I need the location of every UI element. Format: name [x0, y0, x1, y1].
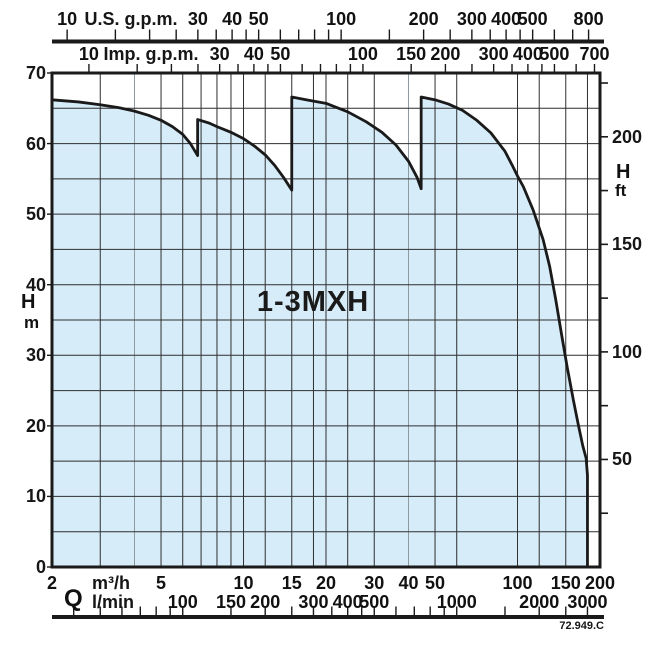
imp-gpm-tick-label: 400 [512, 44, 543, 64]
flow-axis-symbol: Q [64, 585, 83, 612]
flow-m3h-tick-label: 5 [156, 573, 167, 593]
flow-m3h-tick-label: 200 [584, 573, 616, 593]
flow-lmin-tick-label: 3000 [567, 592, 608, 612]
flow-lmin-tick-label: 150 [215, 592, 246, 612]
us-gpm-tick-label: 40 [222, 9, 243, 29]
us-gpm-tick-label: 30 [187, 9, 208, 29]
envelope-curve [50, 95, 589, 569]
us-gpm-scale-bar [52, 39, 604, 44]
head-m-tick-label: 70 [25, 63, 46, 83]
pump-range-label: 1-3MXH [256, 286, 370, 318]
flow-lmin-tick-label: 1000 [436, 592, 477, 612]
head-axis-unit-meters: m [24, 313, 40, 332]
imp-gpm-tick-label: 150 [396, 44, 427, 64]
flow-lmin-tick-label: 2000 [519, 592, 560, 612]
imp-gpm-tick-label: 300 [478, 44, 509, 64]
imp-gpm-axis-label: Imp. g.p.m. [103, 44, 199, 64]
flow-m3h-tick-label: 50 [425, 573, 446, 593]
imp-gpm-tick-label: 200 [430, 44, 461, 64]
flow-axis-unit-m3h: m³/h [92, 573, 130, 593]
head-m-tick-label: 50 [25, 204, 46, 225]
head-ft-tick-label: 100 [612, 341, 643, 362]
head-axis-symbol-left: H [21, 291, 36, 313]
flow-lmin-tick-label: 400 [332, 592, 363, 612]
us-gpm-tick-label: 500 [517, 9, 548, 29]
imp-gpm-tick-label: 500 [539, 44, 570, 64]
flow-lmin-tick-label: 300 [298, 592, 329, 612]
head-axis-symbol-right: H [616, 161, 631, 183]
flow-lmin-tick-label: 200 [250, 592, 281, 612]
flow-axis-unit-lmin: l/min [92, 592, 135, 612]
flow-m3h-tick-label: 100 [502, 573, 533, 593]
us-gpm-tick-label: 800 [573, 9, 604, 29]
flow-m3h-tick-label: 2 [46, 573, 58, 593]
us-gpm-tick-label: 10 [57, 9, 78, 29]
head-m-tick-label: 60 [25, 133, 46, 154]
flow-m3h-tick-label: 40 [398, 573, 419, 593]
plot-border [50, 71, 602, 569]
head-ft-tick-label: 150 [612, 234, 643, 255]
us-gpm-axis-label: U.S. g.p.m. [84, 9, 178, 29]
head-m-tick-label: 30 [25, 345, 46, 366]
imp-gpm-tick-label: 100 [347, 44, 378, 64]
head-ft-tick-label: 50 [612, 449, 633, 470]
flow-lmin-tick-label: 100 [167, 592, 198, 612]
imp-gpm-tick-label: 700 [579, 44, 610, 64]
us-gpm-tick-label: 50 [248, 9, 269, 29]
head-ft-tick-label: 200 [612, 126, 643, 147]
us-gpm-tick-label: 300 [456, 9, 487, 29]
head-m-tick-label: 20 [25, 415, 46, 436]
flow-m3h-tick-label: 30 [364, 573, 385, 593]
us-gpm-tick-label: 100 [326, 9, 357, 29]
flow-m3h-tick-label: 20 [315, 573, 337, 593]
flow-m3h-tick-label: 15 [281, 573, 302, 593]
imp-gpm-tick-label: 50 [270, 44, 291, 64]
lmin-scale-bar [52, 615, 604, 619]
imp-gpm-tick-label: 40 [243, 44, 264, 64]
us-gpm-tick-label: 200 [408, 9, 439, 29]
head-m-tick-label: 10 [25, 486, 46, 507]
flow-m3h-tick-label: 150 [550, 573, 581, 593]
head-axis-unit-feet: ft [615, 181, 627, 200]
drawing-code: 72.949.C [559, 620, 604, 632]
head-m-tick-label: 40 [25, 274, 46, 295]
imp-gpm-tick-label: 30 [209, 44, 230, 64]
us-gpm-tick-label: 400 [491, 9, 522, 29]
imp-gpm-tick-label: 10 [78, 44, 99, 64]
flow-lmin-tick-label: 500 [359, 592, 390, 612]
flow-m3h-tick-label: 10 [233, 573, 254, 593]
head-m-tick-label: 0 [35, 557, 46, 577]
